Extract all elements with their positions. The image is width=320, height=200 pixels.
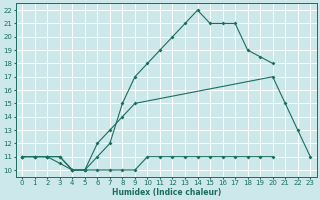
X-axis label: Humidex (Indice chaleur): Humidex (Indice chaleur) [112,188,221,197]
